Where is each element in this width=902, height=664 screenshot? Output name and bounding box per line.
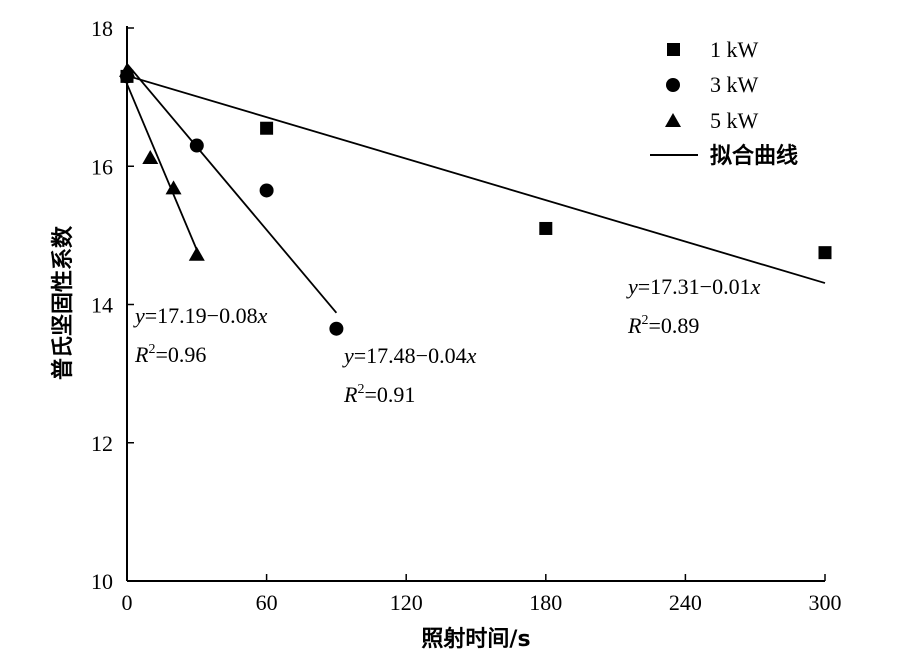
plot-area: 0 60 120 180 240 300 10 12 14 16 18 [91,16,842,615]
legend-label-5kw: 5 kW [710,108,759,133]
y-tick-label-16: 16 [91,154,113,179]
legend-label-3kw: 3 kW [710,72,759,97]
fit-line-5kw [126,83,198,251]
equation-5kw-formula: y=17.19−0.08x [133,303,268,328]
point-3kw-1 [189,138,204,153]
equation-3kw-r2: R2=0.91 [343,382,415,407]
equation-1kw-formula: y=17.31−0.01x [626,274,761,299]
legend-label-fit: 拟合曲线 [710,143,798,169]
x-axis-title: 照射时间/s [421,626,530,652]
fit-line-1kw [126,74,826,284]
point-3kw-2 [259,183,274,198]
point-5kw-2 [165,180,182,195]
fit-line-3kw [126,63,338,314]
point-5kw-0 [119,62,135,77]
point-3kw-3 [329,321,344,336]
x-tick-label-0: 0 [122,590,133,615]
equation-3kw: y=17.48−0.04x R2=0.91 [342,343,477,407]
x-tick-label-60: 60 [256,590,278,615]
y-tick-label-18: 18 [91,16,113,41]
legend-label-1kw: 1 kW [710,37,759,62]
legend-marker-3kw [666,78,680,92]
x-tick-label-300: 300 [809,590,842,615]
x-tick-label-180: 180 [529,590,562,615]
legend: 1 kW 3 kW 5 kW 拟合曲线 [650,37,798,169]
y-tick-label-12: 12 [91,431,113,456]
legend-marker-5kw [665,113,681,127]
equation-1kw-r2: R2=0.89 [627,313,699,338]
point-5kw-3 [188,246,205,261]
y-tick-label-14: 14 [91,293,113,318]
point-1kw-3 [818,246,832,260]
x-tick-label-240: 240 [669,590,702,615]
equation-3kw-formula: y=17.48−0.04x [342,343,477,368]
equation-1kw: y=17.31−0.01x R2=0.89 [626,274,761,338]
point-1kw-2 [539,221,553,235]
legend-marker-1kw [667,43,680,56]
equation-5kw-r2: R2=0.96 [134,342,206,367]
equation-5kw: y=17.19−0.08x R2=0.96 [133,303,268,367]
y-tick-label-10: 10 [91,569,113,594]
x-tick-label-120: 120 [390,590,423,615]
point-1kw-1 [260,121,274,135]
point-5kw-1 [142,149,159,164]
y-axis-title: 普氏坚固性系数 [50,225,76,380]
